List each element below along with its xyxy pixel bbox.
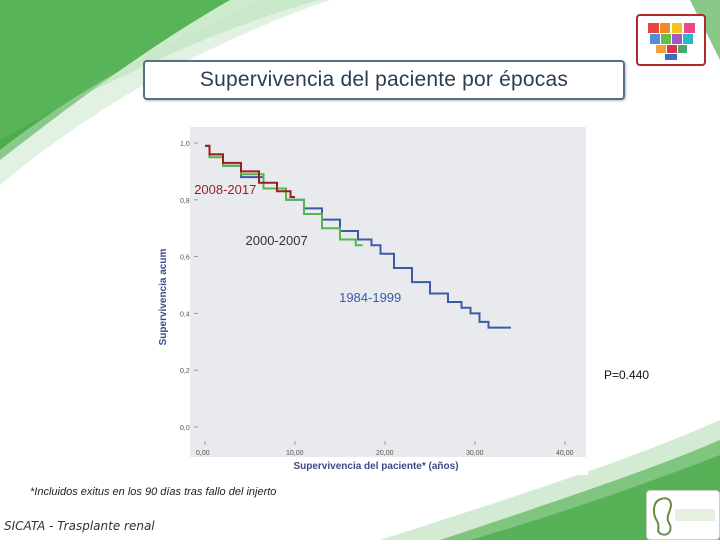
axes: 0,0 0,2 0,4 0,6 0,8 1,0 0,00 10,00 20,00 30,00 40,… (158, 141, 574, 472)
x-tick-label: 30,00 (466, 450, 484, 457)
x-axis-label: Supervivencia del paciente* (años) (293, 461, 458, 472)
series-line-2008-2017 (205, 144, 295, 198)
series-label: 2000-2007 (246, 233, 308, 248)
p-value-label: P=0.440 (604, 368, 650, 382)
series-label: 1984-1999 (339, 290, 401, 305)
x-tick-label: 20,00 (376, 450, 394, 457)
survival-chart: 0,0 0,2 0,4 0,6 0,8 1,0 0,00 10,00 20,00 30,00 40,… (140, 125, 588, 475)
plot-area (190, 127, 586, 457)
series-group (205, 144, 511, 329)
heart-mosaic-logo (636, 14, 706, 66)
x-tick-label: 0,00 (196, 450, 210, 457)
y-tick-label: 1,0 (180, 141, 190, 148)
series-line-1984-1999 (205, 144, 511, 329)
heart-icon (648, 23, 695, 60)
y-tick-label: 0,0 (180, 425, 190, 432)
footer-label: SICATA - Trasplante renal (4, 519, 155, 533)
y-tick-label: 0,4 (180, 311, 190, 318)
page-title: Supervivencia del paciente por épocas (199, 68, 569, 91)
footnote: *Incluidos exitus en los 90 días tras fa… (30, 486, 277, 498)
x-tick-label: 10,00 (286, 450, 304, 457)
x-tick-label: 40,00 (556, 450, 574, 457)
y-tick-label: 0,2 (180, 368, 190, 375)
title-box: Supervivencia del paciente por épocas (143, 60, 625, 100)
y-tick-label: 0,8 (180, 198, 190, 205)
nefrologia-logo (646, 490, 720, 540)
kidney-icon (652, 497, 715, 536)
y-axis-label: Supervivencia acum (158, 249, 169, 346)
series-label: 2008-2017 (194, 182, 256, 197)
series-labels: 1984-1999 2000-2007 2008-2017 (194, 182, 401, 305)
y-tick-label: 0,6 (180, 255, 190, 262)
